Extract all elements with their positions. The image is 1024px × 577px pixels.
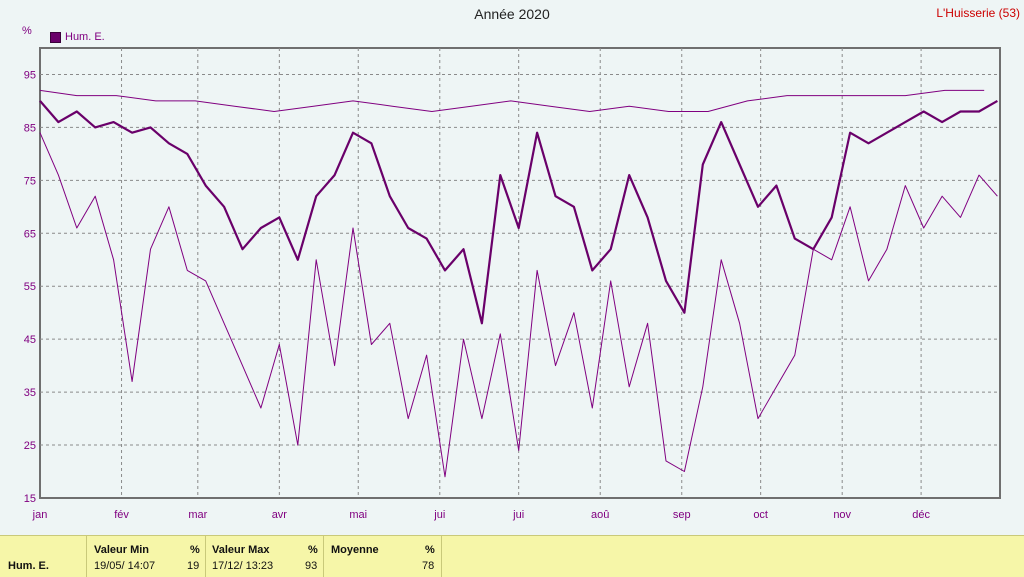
- stats-bar: Hum. E. Valeur Min % 19/05/ 14:07 19 Val…: [0, 535, 1024, 577]
- y-tick-label: 15: [24, 493, 36, 505]
- series-line-mean: [39, 99, 998, 325]
- stats-separator: [441, 536, 442, 577]
- y-tick-label: 45: [24, 334, 36, 346]
- y-tick-label: 35: [24, 387, 36, 399]
- stats-separator: [323, 536, 324, 577]
- stats-min-value: 19: [187, 560, 200, 572]
- stats-max-value: 93: [305, 560, 318, 572]
- y-axis-unit-label: %: [22, 25, 32, 37]
- stats-row-label: Hum. E.: [8, 560, 49, 572]
- stats-avg-header: Moyenne: [331, 544, 379, 556]
- x-tick-label: déc: [912, 509, 930, 521]
- stats-max-date: 17/12/ 13:23: [212, 560, 274, 572]
- y-tick-label: 65: [24, 228, 36, 240]
- x-tick-label: sep: [673, 509, 691, 521]
- series-line-max: [39, 89, 985, 112]
- stats-min-unit: %: [190, 544, 200, 556]
- plot-frame: [39, 47, 1001, 499]
- x-tick-label: fév: [114, 509, 129, 521]
- x-tick-label: nov: [833, 509, 851, 521]
- stats-max-header: Valeur Max: [212, 544, 270, 556]
- series-line-min: [39, 132, 998, 478]
- x-tick-label: oct: [753, 509, 768, 521]
- chart-svg: 15 25 35 45 55 65 75 85 95 jan fév mar avr mai jui jui a…: [24, 47, 1001, 521]
- stats-max-unit: %: [308, 544, 318, 556]
- stats-avg-value: 78: [422, 560, 435, 572]
- chart-legend[interactable]: Hum. E.: [50, 31, 105, 43]
- stats-separator: [205, 536, 206, 577]
- stats-min-header: Valeur Min: [94, 544, 150, 556]
- legend-label: Hum. E.: [65, 31, 105, 43]
- y-tick-label: 75: [24, 175, 36, 187]
- chart-title: Année 2020: [474, 6, 550, 22]
- station-name: L'Huisserie (53): [936, 6, 1020, 20]
- x-tick-label: jui: [433, 509, 445, 521]
- x-tick-label: jan: [32, 509, 48, 521]
- x-tick-label: jui: [512, 509, 524, 521]
- x-tick-label: mai: [349, 509, 367, 521]
- x-tick-label: avr: [272, 509, 288, 521]
- chart-area: 15 25 35 45 55 65 75 85 95 jan fév mar avr mai jui jui a…: [22, 6, 1020, 521]
- x-tick-label: aoû: [591, 509, 609, 521]
- x-tick-label: mar: [188, 509, 207, 521]
- stats-min-date: 19/05/ 14:07: [94, 560, 156, 572]
- y-tick-label: 55: [24, 281, 36, 293]
- y-tick-label: 95: [24, 69, 36, 81]
- legend-swatch-icon: [50, 31, 61, 43]
- y-tick-label: 25: [24, 440, 36, 452]
- stats-avg-unit: %: [425, 544, 435, 556]
- stats-separator: [86, 536, 87, 577]
- y-tick-label: 85: [24, 122, 36, 134]
